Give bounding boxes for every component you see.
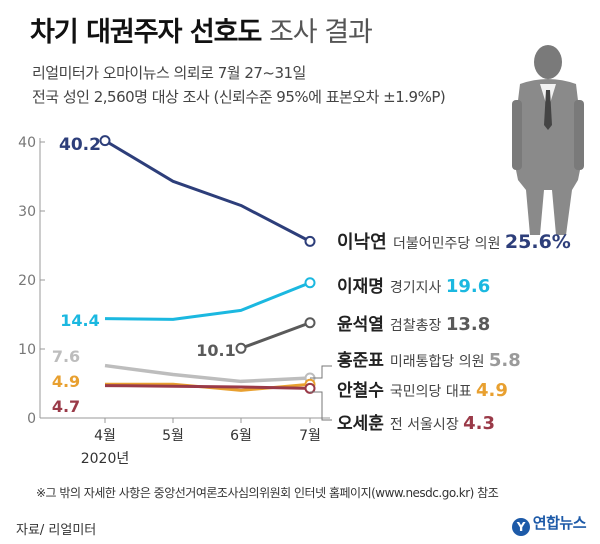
series-party: 전 서울시장 bbox=[390, 417, 463, 433]
series-end-point bbox=[304, 277, 316, 289]
y-tick-label: 30 bbox=[18, 204, 36, 220]
series-line bbox=[104, 139, 311, 243]
y-tick-label: 0 bbox=[27, 411, 36, 427]
page-title: 차기 대권주자 선호도 조사 결과 bbox=[30, 10, 373, 49]
series-start-value: 14.4 bbox=[60, 311, 99, 330]
series-end-label: 안철수 국민의당 대표 4.9 bbox=[337, 380, 508, 401]
x-tick-label: 4월 bbox=[94, 428, 116, 444]
series-3: 10.1 윤석열 검찰총장 13.8 bbox=[196, 314, 490, 360]
series-end-value: 19.6 bbox=[446, 276, 490, 297]
series-start-value: 10.1 bbox=[196, 341, 235, 360]
logo-mark: Y bbox=[511, 518, 530, 536]
series-name: 오세훈 bbox=[337, 413, 390, 434]
source-credit: 자료/ 리얼미터 bbox=[16, 523, 97, 538]
series-end-value: 4.3 bbox=[463, 413, 495, 434]
series-name: 안철수 bbox=[337, 381, 390, 401]
series-party: 미래통합당 의원 bbox=[390, 354, 489, 370]
series-name: 홍준표 bbox=[337, 350, 390, 371]
series-end-value: 5.8 bbox=[489, 350, 521, 371]
series-end-point bbox=[304, 317, 316, 329]
title-light: 조사 결과 bbox=[268, 17, 373, 48]
series-start-point bbox=[235, 342, 247, 354]
subtitle-line-2: 전국 성인 2,560명 대상 조사 (신뢰수준 95%에 표본오차 ±1.9%… bbox=[32, 88, 446, 106]
series-name: 이재명 bbox=[337, 277, 390, 297]
series-line bbox=[104, 384, 311, 390]
series-party: 경기지사 bbox=[390, 280, 446, 296]
yonhap-logo: Y 연합뉴스 bbox=[511, 512, 587, 536]
y-tick-label: 10 bbox=[18, 342, 36, 358]
series-6: 4.7 오세훈 전 서울시장 4.3 bbox=[52, 382, 495, 434]
businessman-silhouette bbox=[512, 45, 584, 235]
series-4: 7.6 홍준표 미래통합당 의원 5.8 bbox=[52, 347, 521, 384]
footnote: ※그 밖의 자세한 사항은 중앙선거여론조사심의위원회 인터넷 홈페이지(www… bbox=[36, 486, 499, 500]
series-end-label: 윤석열 검찰총장 13.8 bbox=[337, 314, 490, 335]
series-start-value: 4.9 bbox=[52, 372, 80, 391]
series-name: 윤석열 bbox=[337, 315, 390, 335]
series-end-value: 25.6% bbox=[505, 231, 571, 253]
series-end-value: 4.9 bbox=[476, 380, 508, 401]
series-line bbox=[240, 321, 311, 350]
label-connector bbox=[310, 391, 332, 421]
y-tick-label: 20 bbox=[18, 273, 36, 289]
x-year-label: 2020년 bbox=[81, 451, 130, 467]
series-party: 국민의당 대표 bbox=[390, 384, 476, 400]
series-start-value: 40.2 bbox=[59, 135, 101, 155]
x-tick-label: 6월 bbox=[230, 428, 252, 444]
y-tick-label: 40 bbox=[18, 135, 36, 151]
logo-text: 연합뉴스 bbox=[532, 514, 587, 532]
series-name: 이낙연 bbox=[337, 232, 393, 253]
series-end-point bbox=[304, 235, 316, 247]
series-start-value: 4.7 bbox=[52, 397, 80, 416]
subtitle-line-1: 리얼미터가 오마이뉴스 의뢰로 7월 27~31일 bbox=[32, 64, 306, 82]
series-end-label: 이재명 경기지사 19.6 bbox=[337, 276, 490, 297]
series-end-label: 오세훈 전 서울시장 4.3 bbox=[337, 413, 495, 434]
series-end-value: 13.8 bbox=[446, 314, 490, 335]
line-chart: 0 10 20 30 40 4월 5월 6월 7월 2020년 40.2 이낙연 더불어민주당 의원… bbox=[18, 45, 584, 467]
series-party: 더불어민주당 의원 bbox=[393, 236, 505, 252]
series-line bbox=[104, 363, 311, 384]
series-line bbox=[104, 281, 311, 321]
title-bold: 차기 대권주자 선호도 bbox=[30, 17, 262, 48]
series-start-value: 7.6 bbox=[52, 347, 80, 366]
series-end-point bbox=[304, 382, 316, 394]
series-end-label: 이낙연 더불어민주당 의원 25.6% bbox=[337, 231, 571, 253]
series-start-point bbox=[99, 135, 111, 147]
x-tick-label: 7월 bbox=[299, 428, 321, 444]
series-2: 14.4 이재명 경기지사 19.6 bbox=[60, 276, 490, 330]
series-end-label: 홍준표 미래통합당 의원 5.8 bbox=[337, 350, 521, 371]
x-tick-label: 5월 bbox=[162, 428, 184, 444]
series-party: 검찰총장 bbox=[390, 318, 446, 334]
label-connector bbox=[310, 365, 332, 379]
series-1: 40.2 이낙연 더불어민주당 의원 25.6% bbox=[59, 135, 571, 253]
